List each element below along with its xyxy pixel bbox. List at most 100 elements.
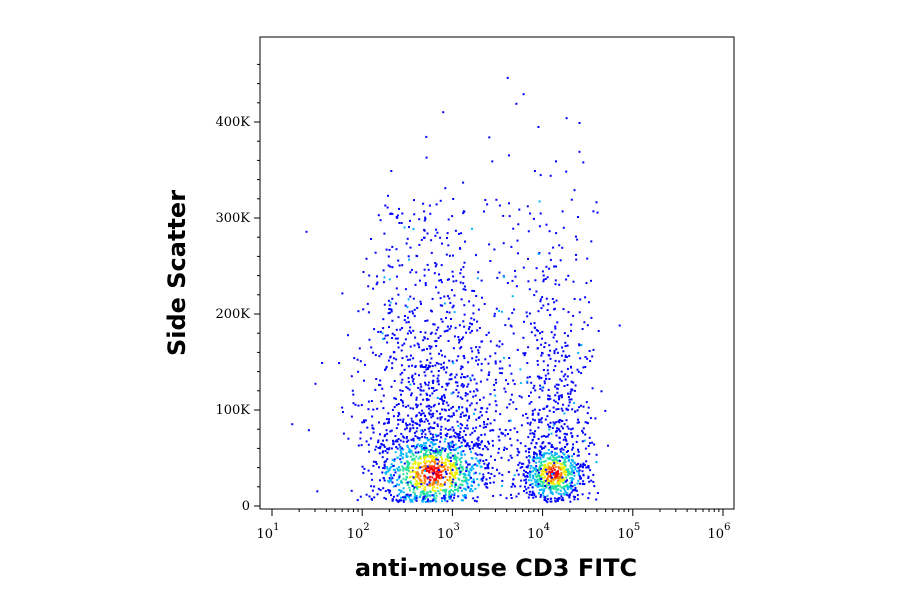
data-point bbox=[459, 430, 462, 433]
data-point bbox=[548, 230, 551, 233]
data-point bbox=[551, 455, 554, 458]
data-point bbox=[546, 364, 549, 367]
data-point bbox=[467, 463, 469, 466]
data-point bbox=[440, 363, 443, 366]
data-point bbox=[440, 349, 442, 352]
data-point bbox=[532, 418, 534, 421]
data-point bbox=[421, 429, 424, 432]
data-point bbox=[562, 427, 564, 430]
data-point bbox=[496, 276, 499, 279]
data-point bbox=[291, 423, 294, 426]
data-point bbox=[550, 500, 553, 503]
data-point bbox=[474, 463, 477, 466]
data-point bbox=[413, 431, 416, 434]
data-point bbox=[402, 477, 405, 480]
data-point bbox=[432, 439, 435, 441]
data-point bbox=[366, 302, 369, 305]
data-point bbox=[561, 210, 564, 213]
data-point bbox=[400, 496, 402, 499]
data-point bbox=[564, 491, 567, 494]
data-point bbox=[435, 361, 438, 364]
data-point bbox=[504, 434, 507, 437]
data-point bbox=[438, 445, 441, 448]
data-point bbox=[395, 248, 398, 251]
data-point bbox=[550, 471, 553, 474]
data-point bbox=[389, 212, 392, 215]
data-point bbox=[466, 482, 469, 485]
y-tick-label: 400K bbox=[215, 115, 250, 130]
data-point bbox=[406, 483, 409, 486]
data-point bbox=[423, 210, 426, 213]
data-point bbox=[528, 375, 531, 378]
data-point bbox=[486, 407, 489, 410]
data-point bbox=[486, 482, 488, 485]
data-point bbox=[534, 495, 537, 498]
data-point bbox=[477, 271, 480, 274]
data-point bbox=[438, 477, 441, 480]
data-point bbox=[409, 345, 412, 348]
data-point bbox=[383, 232, 386, 235]
data-point bbox=[440, 470, 443, 473]
data-point bbox=[356, 499, 359, 502]
data-point bbox=[557, 466, 560, 468]
data-point bbox=[546, 472, 549, 475]
data-point bbox=[540, 460, 543, 463]
data-point bbox=[350, 489, 353, 492]
data-point bbox=[391, 297, 394, 300]
data-point bbox=[461, 424, 464, 427]
data-point bbox=[438, 279, 441, 282]
data-point bbox=[437, 402, 440, 405]
data-point bbox=[577, 454, 580, 457]
data-point bbox=[441, 448, 444, 451]
data-point bbox=[554, 283, 557, 286]
data-point bbox=[385, 418, 388, 421]
data-point bbox=[526, 474, 528, 477]
data-point bbox=[398, 489, 401, 491]
data-point bbox=[515, 102, 518, 105]
data-point bbox=[540, 470, 543, 473]
data-point bbox=[416, 444, 418, 447]
data-point bbox=[429, 475, 432, 478]
data-point bbox=[497, 451, 500, 454]
data-point bbox=[450, 470, 453, 473]
data-point bbox=[560, 455, 563, 458]
data-point bbox=[508, 154, 510, 157]
data-point bbox=[568, 496, 571, 499]
data-point bbox=[522, 473, 525, 476]
data-point bbox=[540, 435, 543, 438]
data-point bbox=[543, 470, 546, 472]
data-point bbox=[535, 453, 538, 456]
data-point bbox=[455, 388, 458, 391]
data-point bbox=[476, 437, 479, 440]
data-point bbox=[466, 419, 469, 422]
data-point bbox=[557, 395, 560, 398]
data-point bbox=[394, 440, 397, 443]
data-point bbox=[536, 478, 539, 481]
data-point bbox=[564, 373, 567, 376]
data-point bbox=[555, 458, 558, 461]
data-point bbox=[453, 485, 456, 488]
data-point bbox=[386, 341, 389, 344]
data-point bbox=[538, 418, 541, 421]
data-point bbox=[466, 424, 469, 427]
data-point bbox=[458, 407, 460, 410]
data-point bbox=[541, 472, 544, 475]
data-point bbox=[423, 474, 426, 477]
data-point bbox=[424, 453, 427, 456]
data-point bbox=[398, 499, 401, 502]
data-point bbox=[528, 312, 531, 315]
data-point bbox=[561, 480, 564, 483]
data-point bbox=[559, 462, 562, 465]
data-point bbox=[518, 461, 521, 464]
data-point bbox=[421, 444, 424, 447]
data-point bbox=[416, 342, 419, 345]
data-point bbox=[435, 438, 438, 441]
data-point bbox=[385, 497, 387, 500]
data-point bbox=[537, 253, 540, 255]
data-point bbox=[476, 453, 479, 456]
data-point bbox=[372, 460, 375, 463]
data-point bbox=[403, 368, 406, 371]
data-point bbox=[528, 402, 531, 405]
data-point bbox=[393, 460, 396, 462]
data-point bbox=[447, 382, 450, 385]
